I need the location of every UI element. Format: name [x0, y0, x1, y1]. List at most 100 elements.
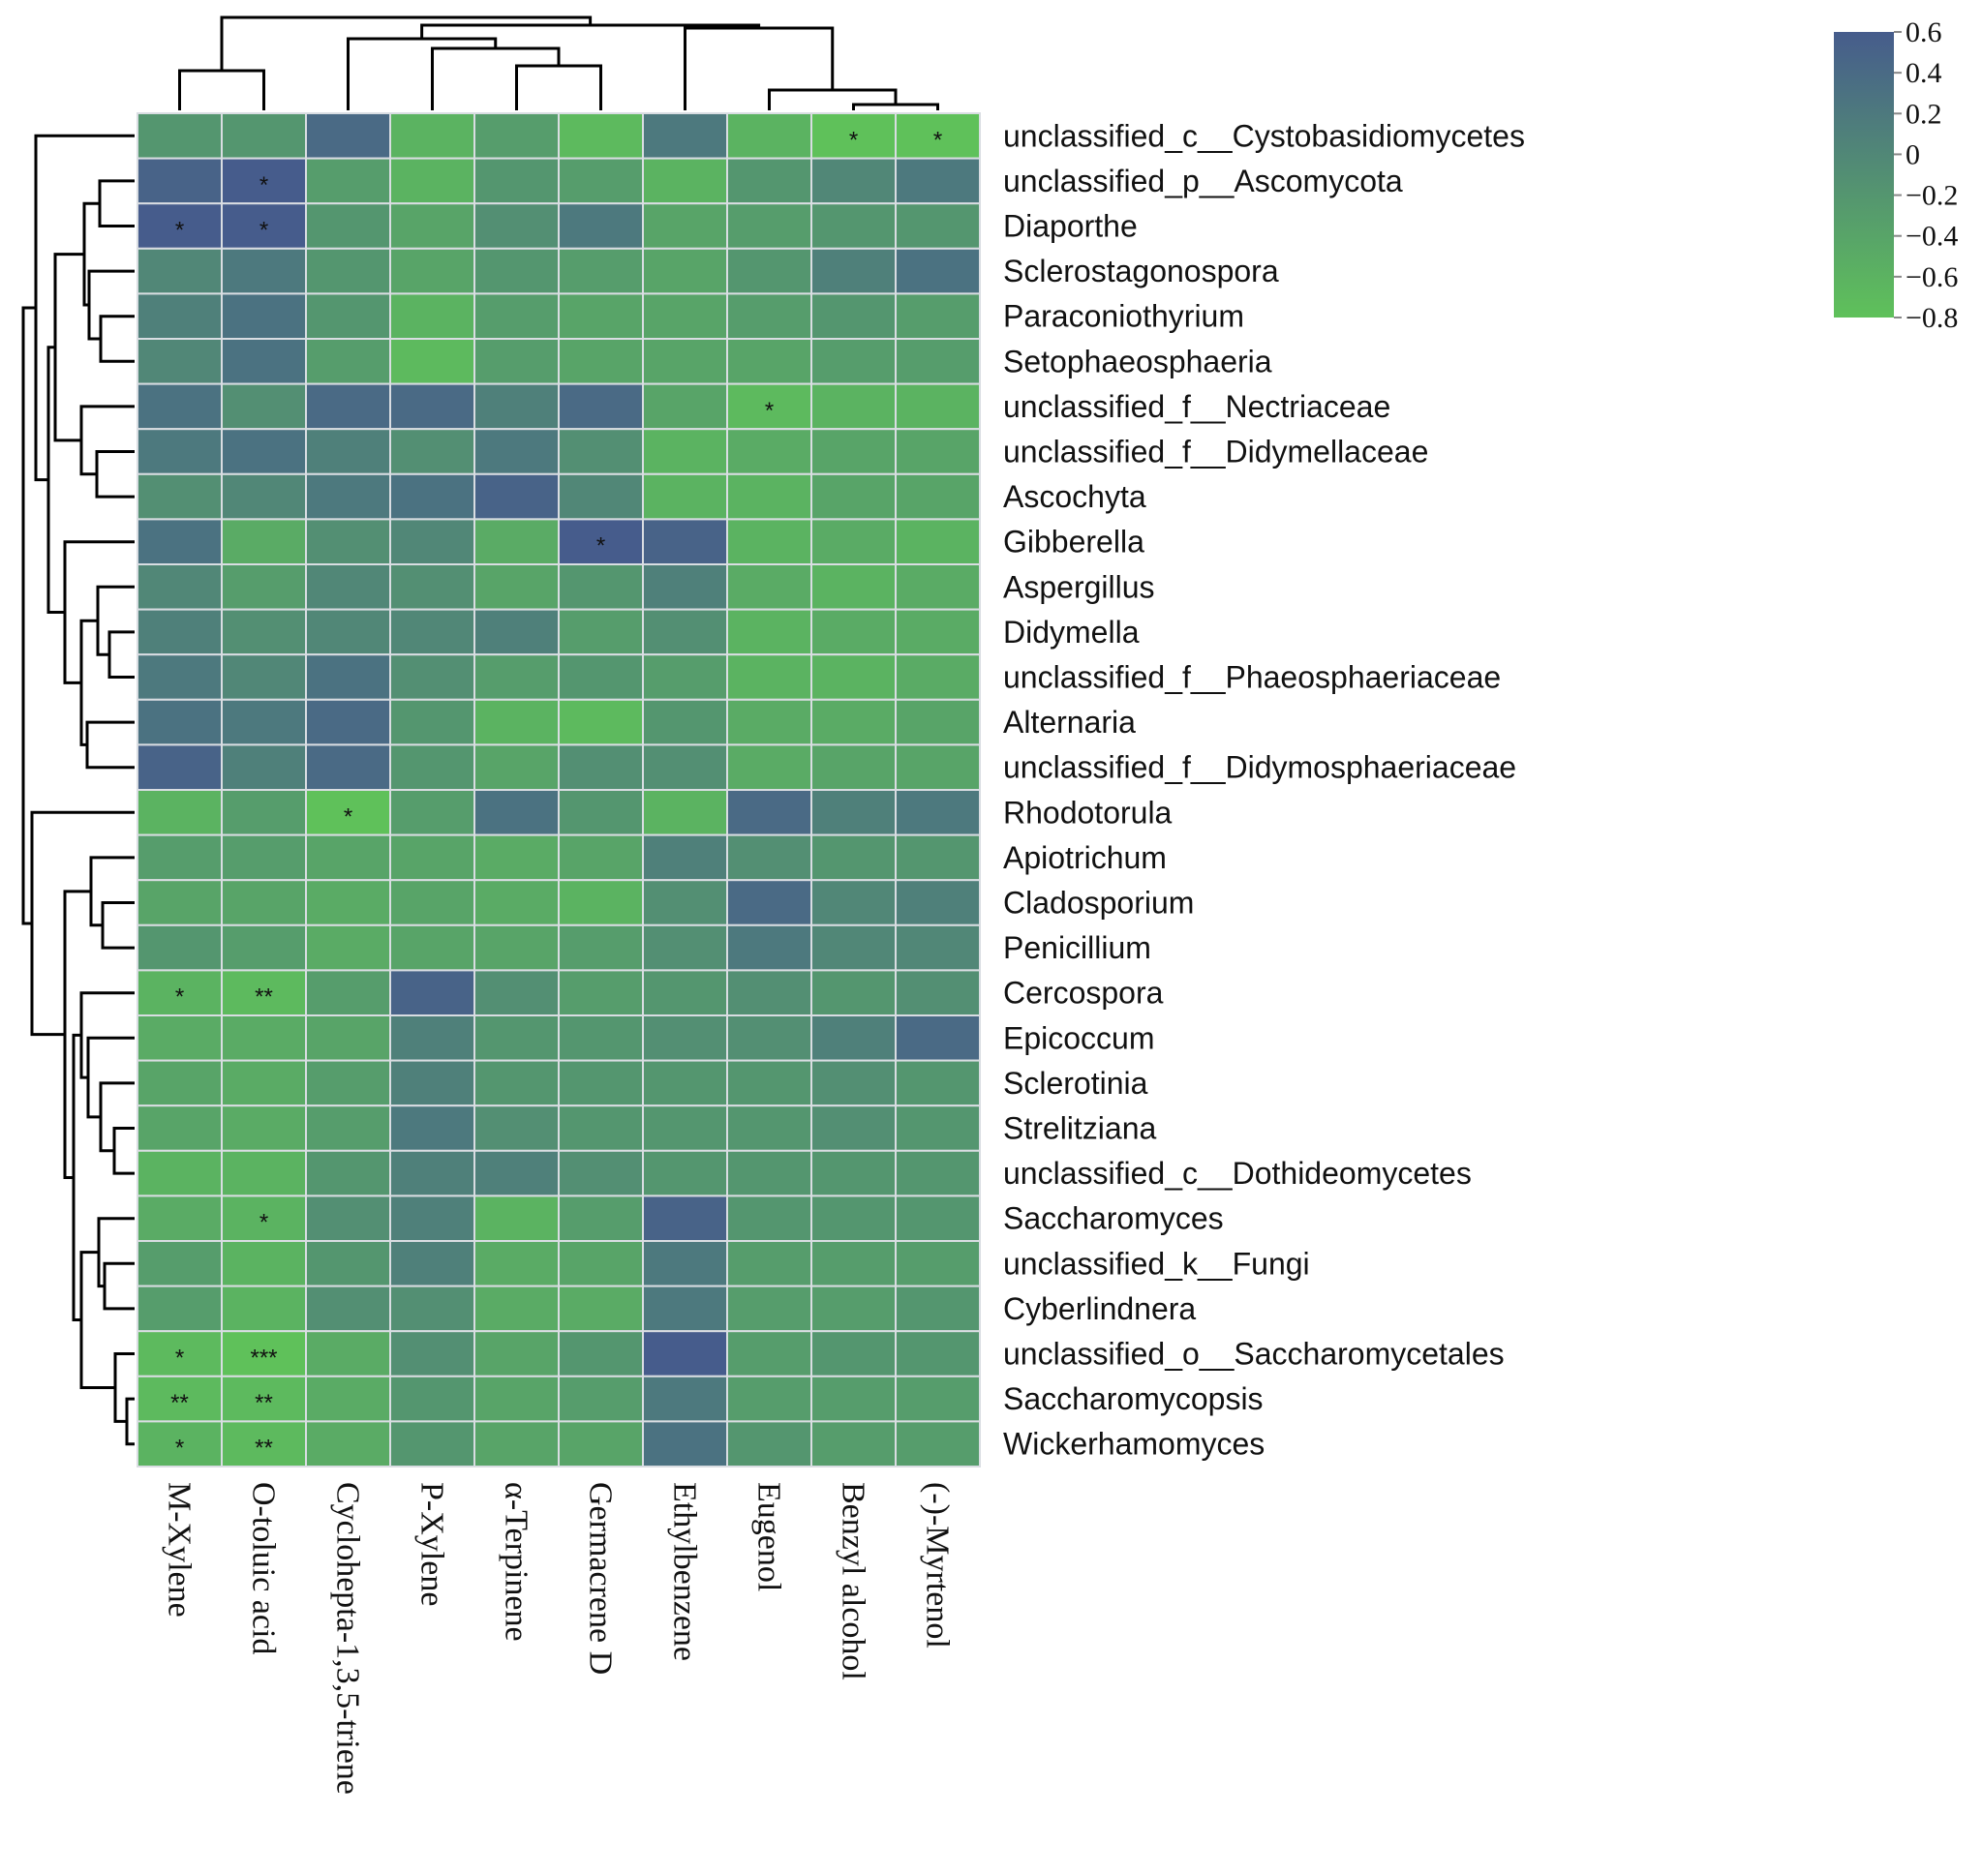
heatmap-cell — [221, 879, 307, 926]
significance-mark: ** — [255, 1436, 273, 1462]
heatmap-cell — [642, 1420, 728, 1468]
row-label: Cladosporium — [1003, 886, 1194, 921]
column-label: α-Terpinene — [499, 1482, 534, 1642]
dendrogram-branch — [99, 1081, 135, 1153]
heatmap-cell — [137, 833, 223, 882]
heatmap-cell — [137, 608, 223, 656]
row-label: Strelitziana — [1003, 1111, 1157, 1146]
heatmap-cell — [558, 428, 644, 475]
heatmap-cell — [389, 382, 475, 431]
row-label: Epicoccum — [1003, 1020, 1155, 1055]
heatmap-cell — [810, 743, 897, 792]
heatmap-cell — [810, 969, 897, 1017]
heatmap-cell — [642, 608, 728, 656]
heatmap-cell — [221, 608, 307, 656]
heatmap-cell — [895, 789, 981, 836]
heatmap-cell — [473, 338, 560, 385]
heatmap-cell — [810, 382, 897, 431]
heatmap-cell — [895, 292, 981, 340]
heatmap-cell — [473, 247, 560, 295]
heatmap-cell — [895, 833, 981, 882]
heatmap-cell — [473, 1420, 560, 1468]
heatmap-cell — [558, 1330, 644, 1377]
significance-mark: * — [933, 127, 942, 153]
heatmap-cell — [389, 923, 475, 972]
heatmap-cell — [221, 202, 307, 250]
heatmap-cell — [810, 1420, 897, 1468]
heatmap-cell — [389, 292, 475, 340]
heatmap-cell — [895, 879, 981, 926]
heatmap-cell — [642, 1149, 728, 1197]
legend-color-bar — [1834, 32, 1894, 318]
heatmap-cell — [642, 698, 728, 746]
heatmap-cell — [810, 472, 897, 521]
heatmap-cell — [221, 923, 307, 972]
dendrogram-branch — [98, 179, 135, 227]
heatmap-cell — [558, 1149, 644, 1197]
heatmap-cell — [473, 698, 560, 746]
heatmap-cell — [305, 202, 391, 250]
heatmap-cell — [305, 1014, 391, 1062]
dendrogram-branch — [63, 540, 135, 684]
heatmap-cell — [473, 202, 560, 250]
dendrogram-branch — [89, 856, 135, 927]
heatmap-cell — [137, 563, 223, 611]
heatmap-cell — [895, 608, 981, 656]
dendrogram-branch — [107, 630, 135, 679]
heatmap-cell — [726, 1014, 812, 1062]
significance-mark: * — [259, 1210, 268, 1236]
row-label: unclassified_k__Fungi — [1003, 1246, 1310, 1281]
heatmap-cell — [389, 563, 475, 611]
dendrogram-branch — [178, 69, 265, 110]
heatmap-cell — [221, 472, 307, 521]
dendrogram-branch — [96, 585, 135, 656]
heatmap-cell — [137, 1420, 223, 1468]
column-labels: M-Xylene O-toluic acid Cyclohepta-1,3,5-tr… — [162, 1482, 956, 1795]
heatmap-cell — [137, 382, 223, 431]
heatmap-cell — [473, 518, 560, 566]
heatmap-cell — [137, 247, 223, 295]
heatmap-cells — [137, 112, 981, 1468]
heatmap-cell — [221, 247, 307, 295]
heatmap-cell — [305, 292, 391, 340]
heatmap-cell — [558, 1285, 644, 1333]
column-dendrogram — [178, 15, 939, 110]
row-label: Cercospora — [1003, 976, 1164, 1011]
row-label: Ascochyta — [1003, 479, 1146, 514]
heatmap-cell — [137, 157, 223, 205]
heatmap-cell — [642, 563, 728, 611]
legend-tick-label: −0.6 — [1906, 261, 1958, 293]
heatmap-cell — [221, 1240, 307, 1287]
heatmap-cell — [895, 428, 981, 475]
heatmap-cell — [726, 1059, 812, 1107]
row-label: unclassified_f__Didymellaceae — [1003, 435, 1428, 469]
heatmap-cell — [305, 1330, 391, 1377]
heatmap-cell — [810, 563, 897, 611]
heatmap-cell — [473, 743, 560, 792]
heatmap-cell — [642, 472, 728, 521]
heatmap-cell — [305, 1375, 391, 1423]
heatmap-cell — [895, 653, 981, 701]
heatmap-cell — [895, 1149, 981, 1197]
heatmap-cell — [389, 518, 475, 566]
dendrogram-branch — [220, 15, 593, 71]
heatmap-cell — [221, 1375, 307, 1423]
heatmap-cell — [558, 563, 644, 611]
heatmap-cell — [558, 202, 644, 250]
heatmap-cell — [221, 428, 307, 475]
heatmap-cell — [137, 1059, 223, 1107]
heatmap-cell — [558, 653, 644, 701]
heatmap-cell — [726, 247, 812, 295]
heatmap-cell — [895, 1375, 981, 1423]
heatmap-cell — [221, 112, 307, 160]
heatmap-cell — [895, 518, 981, 566]
row-label: unclassified_f__Didymosphaeriaceae — [1003, 750, 1516, 785]
heatmap-cell — [895, 1330, 981, 1377]
heatmap-cell — [558, 382, 644, 431]
heatmap-cell — [137, 472, 223, 521]
dendrogram-branch — [431, 46, 561, 110]
heatmap-cell — [137, 1195, 223, 1243]
row-label: unclassified_c__Dothideomycetes — [1003, 1156, 1472, 1191]
heatmap-cell — [473, 563, 560, 611]
row-label: Gibberella — [1003, 525, 1144, 560]
